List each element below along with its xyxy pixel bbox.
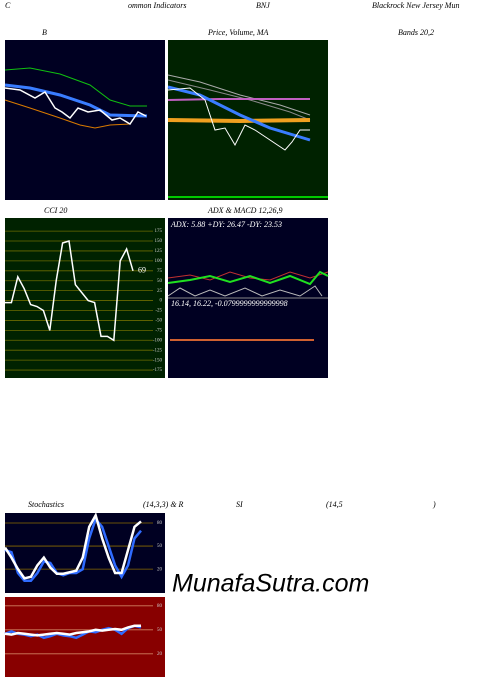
y-tick-label: -50: [155, 319, 162, 324]
panel-title: SI: [236, 500, 243, 509]
header: C: [5, 1, 11, 10]
y-tick-label: 50: [157, 279, 163, 284]
value-label: 69: [138, 266, 146, 275]
series-line: [3, 512, 142, 580]
series-line: [5, 240, 134, 342]
y-tick-label: -100: [153, 338, 163, 343]
header: ommon Indicators: [128, 1, 186, 10]
y-tick-label: -150: [153, 358, 163, 363]
watermark: MunafaSutra.com: [172, 570, 369, 598]
panel-title: Stochastics: [28, 500, 64, 509]
y-tick-label: 150: [155, 239, 163, 244]
price-lines: [167, 74, 328, 198]
y-tick-label: 50: [157, 628, 163, 633]
panel-title: Price, Volume, MA: [207, 28, 269, 37]
panel-title: ): [432, 500, 436, 509]
y-tick-label: 50: [157, 544, 163, 549]
y-tick-label: 80: [157, 604, 163, 609]
header: BNJ: [256, 1, 270, 10]
y-tick-label: -175: [153, 368, 163, 373]
series-line: [4, 624, 141, 637]
y-tick-label: 25: [157, 289, 163, 294]
panel-title: Bands 20,2: [398, 28, 434, 37]
macd-text: 16.14, 16.22, -0.0799999999999998: [171, 299, 288, 308]
y-tick-label: 175: [155, 229, 163, 234]
y-tick-label: -25: [155, 309, 162, 314]
y-tick-label: -75: [155, 328, 162, 333]
y-tick-label: 20: [157, 652, 163, 657]
y-tick-label: 0: [160, 299, 163, 304]
panel-title: (14,5: [326, 500, 343, 509]
panel-title: CCI 20: [44, 206, 67, 215]
y-tick-label: 80: [157, 521, 163, 526]
y-tick-label: 20: [157, 567, 163, 572]
panel-title: ADX & MACD 12,26,9: [207, 206, 282, 215]
y-tick-label: 75: [157, 269, 163, 274]
bollinger-panel: [5, 40, 165, 200]
panel: [5, 218, 165, 378]
series-line: [4, 516, 142, 582]
y-tick-label: -125: [153, 348, 163, 353]
y-tick-label: 125: [155, 249, 163, 254]
panel-title: B: [42, 28, 47, 37]
panel-title: (14,3,3) & R: [143, 500, 184, 509]
y-tick-label: 100: [155, 259, 163, 264]
header: Blackrock New Jersey Mun: [372, 1, 459, 10]
bollinger-lines: [4, 67, 148, 129]
adx-lines: [167, 270, 329, 297]
adx-text: ADX: 5.88 +DY: 26.47 -DY: 23.53: [170, 220, 282, 229]
